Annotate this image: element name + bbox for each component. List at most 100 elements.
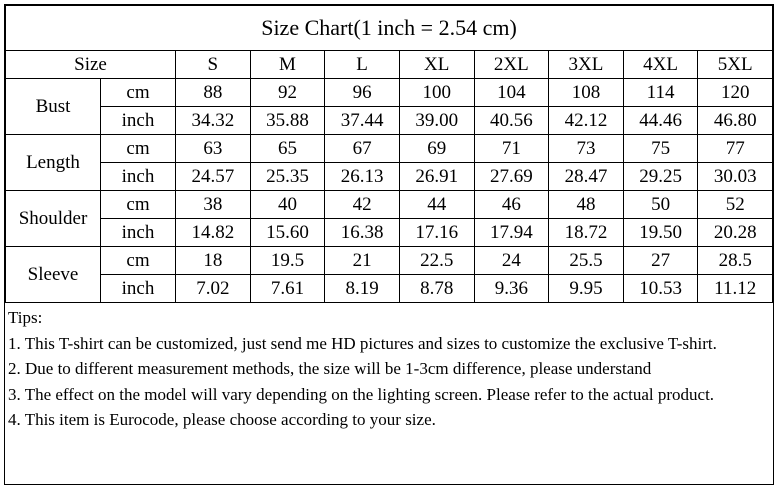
measurement-value: 24.57 [175,162,251,191]
measurement-value: 24 [473,246,550,275]
measurement-value: 67 [324,134,400,163]
size-table: Size Chart(1 inch = 2.54 cm) Size S M L … [5,5,773,303]
measurement-value: 44 [398,190,475,219]
unit-label: inch [100,274,176,303]
size-header: L [324,50,400,79]
measurement-value: 46 [473,190,550,219]
measurement-value: 40.56 [473,106,550,135]
measurement-value: 20.28 [697,218,773,247]
measurement-value: 100 [398,78,475,107]
measurement-name: Sleeve [5,246,101,303]
measurement-value: 8.19 [324,274,400,303]
measurement-value: 15.60 [249,218,326,247]
measurement-value: 11.12 [697,274,773,303]
measurement-value: 88 [175,78,251,107]
measurement-value: 35.88 [249,106,326,135]
size-header-row: Size S M L XL 2XL 3XL 4XL 5XL [5,50,773,79]
measurement-name: Shoulder [5,190,101,247]
measurement-value: 16.38 [324,218,400,247]
measurement-value: 8.78 [398,274,475,303]
unit-label: cm [100,190,176,219]
measurement-value: 71 [473,134,550,163]
measurement-value: 69 [398,134,475,163]
size-header: 5XL [697,50,773,79]
measurement-value: 25.35 [249,162,326,191]
measurement-value: 28.5 [697,246,773,275]
measurement-value: 9.95 [548,274,624,303]
unit-label: inch [100,106,176,135]
measurement-value: 114 [622,78,699,107]
size-header: XL [398,50,475,79]
measurement-rows: Bust cm 88 92 96 100 104 108 114 120 inch 34.32 35.8… [5,78,773,303]
measurement-value: 10.53 [622,274,699,303]
measurement-value: 18 [175,246,251,275]
measurement-row: inch 24.57 25.35 26.13 26.91 27.69 28.47 29.25 3… [6,162,773,191]
measurement-value: 50 [622,190,699,219]
tip-item: 3. The effect on the model will vary dep… [8,384,715,404]
measurement-value: 18.72 [548,218,624,247]
size-header: 4XL [622,50,699,79]
measurement-value: 39.00 [398,106,475,135]
measurement-value: 9.36 [473,274,550,303]
measurement-value: 65 [249,134,326,163]
tips-section: Tips: 1. This T-shirt can be customized,… [5,303,773,433]
size-header: 2XL [473,50,550,79]
measurement-value: 26.91 [398,162,475,191]
measurement-row: inch 14.82 15.60 16.38 17.16 17.94 18.72 19.50 2… [6,218,773,247]
chart-title: Size Chart(1 inch = 2.54 cm) [5,5,773,51]
unit-label: inch [100,218,176,247]
measurement-value: 48 [548,190,624,219]
measurement-value: 42 [324,190,400,219]
measurement-value: 77 [697,134,773,163]
measurement-value: 40 [249,190,326,219]
measurement-value: 7.61 [249,274,326,303]
measurement-value: 17.94 [473,218,550,247]
measurement-value: 104 [473,78,550,107]
measurement-value: 38 [175,190,251,219]
tip-item: 1. This T-shirt can be customized, just … [8,333,717,353]
measurement-value: 73 [548,134,624,163]
measurement-value: 26.13 [324,162,400,191]
tips-heading: Tips: [8,308,43,327]
measurement-value: 27.69 [473,162,550,191]
measurement-value: 42.12 [548,106,624,135]
size-header: M [249,50,326,79]
measurement-row: inch 34.32 35.88 37.44 39.00 40.56 42.12 44.46 4… [6,106,773,135]
measurement-value: 46.80 [697,106,773,135]
measurement-value: 52 [697,190,773,219]
measurement-value: 30.03 [697,162,773,191]
measurement-row: Sleeve cm 18 19.5 21 22.5 24 25.5 27 28.5 [5,246,773,303]
measurement-value: 44.46 [622,106,699,135]
measurement-value: 17.16 [398,218,475,247]
measurement-row: Bust cm 88 92 96 100 104 108 114 120 [5,78,773,135]
measurement-value: 96 [324,78,400,107]
measurement-value: 92 [249,78,326,107]
measurement-value: 75 [622,134,699,163]
measurement-value: 108 [548,78,624,107]
measurement-row: inch 7.02 7.61 8.19 8.78 9.36 9.95 10.53 11.12 [6,274,773,303]
tip-item: 4. This item is Eurocode, please choose … [8,410,436,429]
unit-label: cm [100,78,176,107]
measurement-name: Bust [5,78,101,135]
measurement-value: 28.47 [548,162,624,191]
measurement-name: Length [5,134,101,191]
tip-item: 2. Due to different measurement methods,… [8,359,652,378]
size-chart: Size Chart(1 inch = 2.54 cm) Size S M L … [4,4,774,485]
size-label: Size [5,50,176,79]
measurement-value: 7.02 [175,274,251,303]
measurement-value: 29.25 [622,162,699,191]
measurement-value: 21 [324,246,400,275]
measurement-row: Shoulder cm 38 40 42 44 46 48 50 52 [5,190,773,247]
measurement-value: 19.50 [622,218,699,247]
size-header: 3XL [548,50,624,79]
measurement-value: 34.32 [175,106,251,135]
measurement-value: 63 [175,134,251,163]
measurement-value: 120 [697,78,773,107]
unit-label: cm [100,134,176,163]
unit-label: cm [100,246,176,275]
measurement-row: Length cm 63 65 67 69 71 73 75 77 [5,134,773,191]
measurement-value: 19.5 [249,246,326,275]
size-header: S [175,50,251,79]
measurement-value: 37.44 [324,106,400,135]
measurement-value: 14.82 [175,218,251,247]
